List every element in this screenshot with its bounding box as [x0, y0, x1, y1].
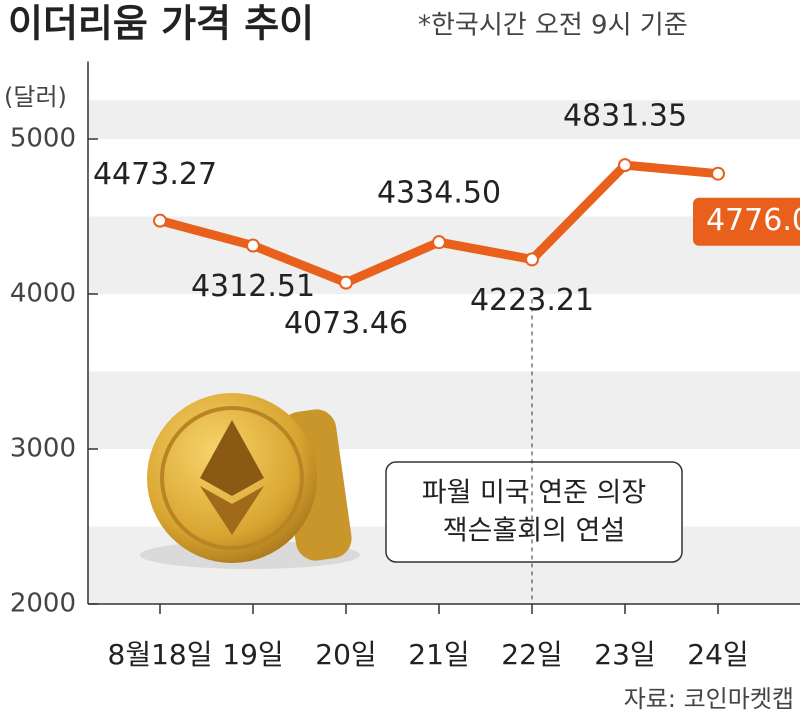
value-label: 4223.21 — [470, 283, 594, 318]
value-label-box — [693, 197, 800, 246]
y-tick-label: 5000 — [10, 124, 76, 154]
point — [153, 213, 167, 228]
point — [432, 235, 446, 250]
value-label: 4312.51 — [191, 269, 315, 304]
x-tick-label: 19일 — [222, 638, 283, 671]
band — [88, 100, 800, 139]
point — [339, 275, 353, 290]
coin-illustration — [140, 393, 360, 569]
point — [525, 252, 539, 267]
y-tick-label: 2000 — [10, 589, 76, 619]
value-label: 4776.09 — [706, 203, 800, 238]
x-tick-label: 22일 — [501, 638, 562, 671]
value-label: 4473.27 — [93, 157, 217, 192]
y-axis-label: (달러) — [4, 83, 67, 111]
x-tick-label: 20일 — [315, 638, 376, 671]
y-tick-label: 4000 — [10, 279, 76, 309]
value-label: 4831.35 — [563, 99, 687, 134]
point — [618, 158, 632, 173]
x-tick-label: 23일 — [594, 638, 655, 671]
y-tick-label: 3000 — [10, 434, 76, 464]
x-tick-label: 21일 — [408, 638, 469, 671]
value-label: 4334.50 — [377, 176, 501, 211]
annotation-box: 파월 미국 연준 의장 잭슨홀회의 연설 — [385, 461, 683, 563]
chart-subtitle: *한국시간 오전 9시 기준 — [418, 11, 688, 41]
source: 자료: 코인마켓캡 — [624, 685, 794, 713]
point — [246, 238, 260, 253]
annotation-text: 파월 미국 연준 의장 — [422, 478, 646, 509]
x-tick-label: 8월18일 — [108, 638, 213, 671]
annotation-text: 잭슨홀회의 연설 — [443, 516, 625, 547]
value-label: 4073.46 — [284, 306, 408, 341]
x-tick-label: 24일 — [687, 638, 748, 671]
point — [711, 166, 725, 181]
chart-title: 이더리움 가격 추이 — [8, 2, 314, 46]
